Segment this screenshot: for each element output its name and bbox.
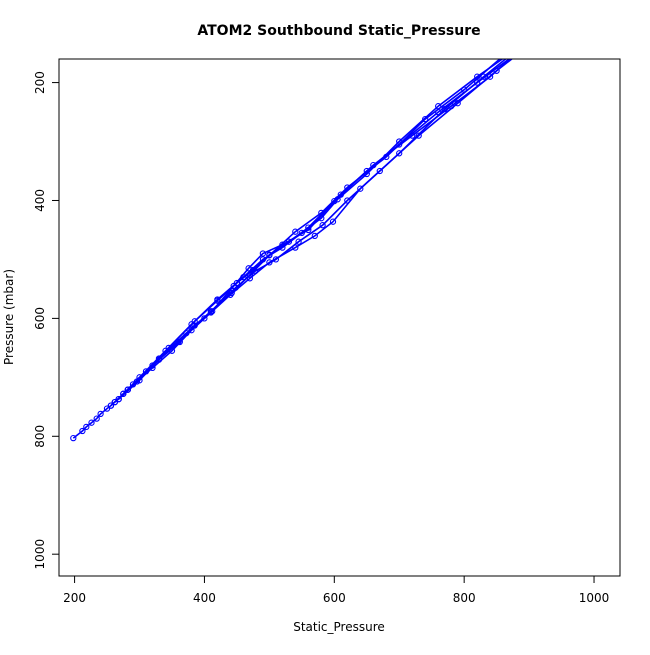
data-point <box>107 402 115 409</box>
data-point <box>259 250 267 257</box>
data-point <box>511 59 515 60</box>
data-point <box>155 355 163 362</box>
data-point <box>396 150 403 157</box>
data-point <box>79 427 86 435</box>
data-point <box>474 79 481 86</box>
data-point <box>149 362 156 369</box>
x-axis: 200 400 600 800 1000 <box>63 575 610 605</box>
data-point <box>251 268 259 275</box>
data-point <box>70 434 77 442</box>
data-point <box>510 51 515 56</box>
y-tick-label: 600 <box>33 307 47 330</box>
y-tick-label: 400 <box>33 189 47 212</box>
series-line-5 <box>118 59 511 400</box>
data-point <box>454 100 461 107</box>
data-point <box>183 329 190 337</box>
data-point <box>517 51 522 56</box>
data-point <box>480 73 487 80</box>
y-tick-label: 800 <box>33 425 47 448</box>
data-point <box>103 405 111 412</box>
data-point <box>88 419 95 426</box>
data-point <box>435 103 442 110</box>
data-point <box>295 238 302 245</box>
data-point <box>207 308 215 315</box>
data-point <box>188 321 195 328</box>
y-axis-label: Pressure (mbar) <box>2 269 16 365</box>
x-tick-label: 1000 <box>579 591 610 605</box>
data-point <box>474 73 481 80</box>
data-point <box>329 218 337 225</box>
data-point <box>396 138 403 145</box>
plot-frame <box>58 58 621 577</box>
x-tick-label: 600 <box>323 591 346 605</box>
data-point <box>493 67 500 74</box>
data-point <box>311 232 318 240</box>
data-point <box>292 228 299 235</box>
x-axis-label: Static_Pressure <box>293 620 385 634</box>
data-point <box>214 296 221 303</box>
data-point <box>337 191 344 198</box>
data-point <box>232 284 239 291</box>
data-point <box>279 241 286 248</box>
data-point <box>344 197 351 204</box>
data-point <box>129 381 137 388</box>
chart-title: ATOM2 Southbound Static_Pressure <box>197 23 480 39</box>
data-point <box>93 415 100 422</box>
data-point <box>319 222 326 229</box>
y-axis: 200 400 600 800 1000 <box>33 71 60 570</box>
data-point <box>415 132 422 139</box>
data-point <box>97 410 104 418</box>
data-point <box>486 73 494 80</box>
data-point <box>376 167 383 175</box>
data-point <box>120 390 127 397</box>
x-tick-label: 200 <box>63 591 86 605</box>
data-point <box>422 115 429 123</box>
data-point <box>370 161 377 169</box>
y-tick-label: 200 <box>33 71 47 94</box>
data-point <box>505 59 508 60</box>
data-point <box>191 322 198 329</box>
data-point <box>409 132 416 139</box>
y-tick-label: 1000 <box>33 539 47 570</box>
series-line-6 <box>110 59 514 407</box>
x-tick-label: 400 <box>193 591 216 605</box>
data-point <box>501 59 505 60</box>
data-point <box>124 386 131 393</box>
data-point <box>245 265 252 272</box>
data-point <box>334 196 341 203</box>
data-point <box>272 256 280 263</box>
data-point <box>357 185 364 192</box>
x-tick-label: 800 <box>453 591 476 605</box>
data-point <box>111 398 118 406</box>
data-point <box>514 51 519 56</box>
data-point <box>259 256 267 263</box>
data-point <box>305 226 312 234</box>
data-point <box>115 395 122 403</box>
data-point <box>83 423 90 431</box>
series-line-3 <box>122 59 504 395</box>
